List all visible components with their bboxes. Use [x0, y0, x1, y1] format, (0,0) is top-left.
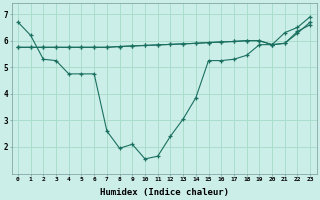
X-axis label: Humidex (Indice chaleur): Humidex (Indice chaleur) [100, 188, 228, 197]
